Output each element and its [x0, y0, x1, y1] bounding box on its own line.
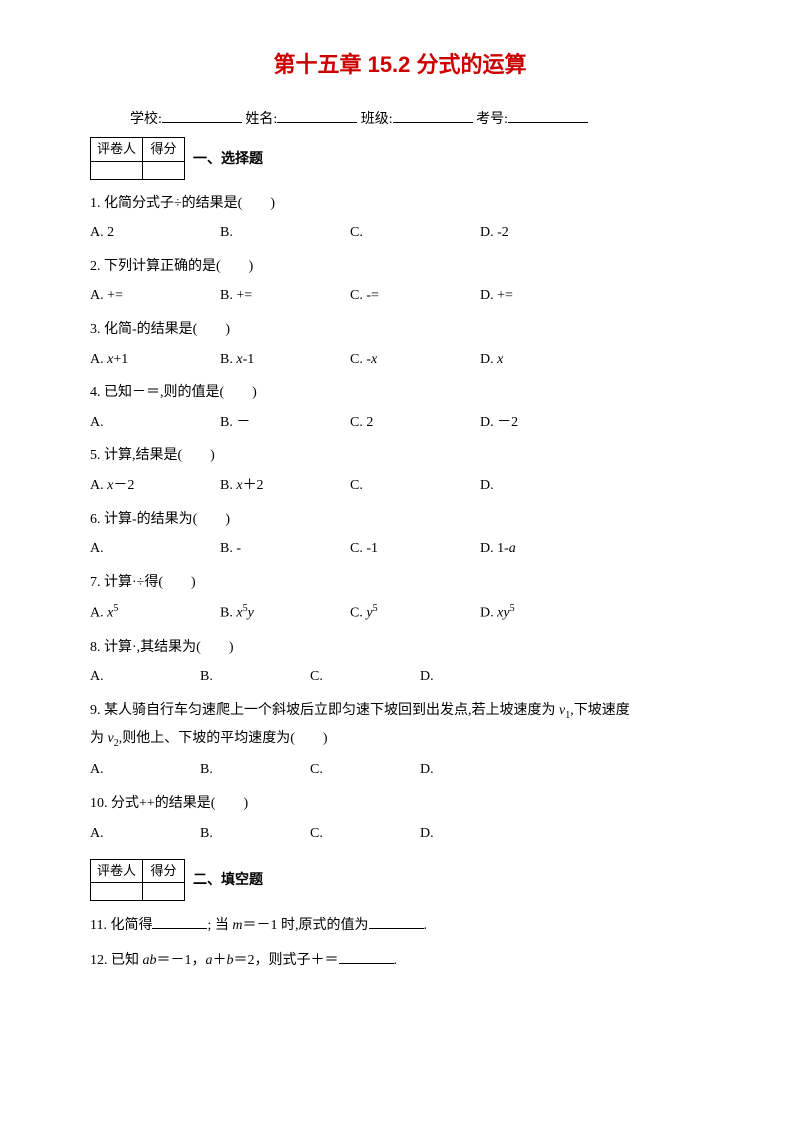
q2-opt-d: D. += [480, 286, 610, 306]
name-blank[interactable] [277, 109, 357, 123]
section-1-title: 一、选择题 [193, 149, 263, 169]
q6-opt-c: C. -1 [350, 539, 480, 559]
q1-opt-a: A. 2 [90, 223, 220, 243]
q10-options: A. B. C. D. [90, 824, 710, 844]
q3-opt-c: C. -xC. -x [350, 350, 480, 370]
grader-label: 评卷人 [91, 138, 143, 161]
score-cell[interactable] [143, 161, 185, 179]
grader-label-2: 评卷人 [91, 860, 143, 883]
q10-opt-d: D. [420, 824, 530, 844]
q7-opt-b: B. x⁵yB. x5y [220, 602, 350, 623]
grader-row-1: 评卷人得分 一、选择题 [90, 137, 710, 179]
q3-opt-a: A. x+1A. x+1 [90, 350, 220, 370]
page-title: 第十五章 15.2 分式的运算 [90, 50, 710, 81]
id-label: 考号: [476, 112, 508, 127]
q3-opt-d: D. xD. x [480, 350, 610, 370]
question-6: 6. 计算-的结果为( ) [90, 510, 710, 530]
class-blank[interactable] [393, 109, 473, 123]
q3-options: A. x+1A. x+1 B. x-1B. x-1 C. -xC. -x D. … [90, 350, 710, 370]
school-blank[interactable] [162, 109, 242, 123]
question-5: 5. 计算,结果是( ) [90, 446, 710, 466]
q5-opt-b: B. x＋2B. x＋2 [220, 476, 350, 496]
q2-opt-c: C. -= [350, 286, 480, 306]
q8-opt-b: B. [200, 667, 310, 687]
q4-options: A. B. － C. 2 D. －2 [90, 413, 710, 433]
q8-opt-c: C. [310, 667, 420, 687]
q4-opt-b: B. － [220, 413, 350, 433]
section-2-title: 二、填空题 [193, 870, 263, 890]
q4-opt-c: C. 2 [350, 413, 480, 433]
q7-opt-d: D. xy⁵D. xy5 [480, 602, 610, 623]
q6-opt-d: D. 1-aD. 1-a [480, 539, 610, 559]
q9-opt-b: B. [200, 760, 310, 780]
grader-row-2: 评卷人得分 二、填空题 [90, 859, 710, 901]
q11-blank-2[interactable] [369, 915, 424, 929]
q9-opt-a: A. [90, 760, 200, 780]
q10-opt-c: C. [310, 824, 420, 844]
q12-p2: . [394, 953, 398, 968]
q9-options: A. B. C. D. [90, 760, 710, 780]
q3-opt-b: B. x-1B. x-1 [220, 350, 350, 370]
q5-options: A. x－2A. x－2 B. x＋2B. x＋2 C. D. [90, 476, 710, 496]
q6-options: A. B. - C. -1 D. 1-aD. 1-a [90, 539, 710, 559]
q1-opt-b: B. [220, 223, 350, 243]
q11-blank-1[interactable] [152, 915, 207, 929]
q7-opt-a: A. x⁵A. x5 [90, 602, 220, 623]
class-label: 班级: [361, 112, 393, 127]
q11-p3: . [424, 918, 428, 933]
question-11: 11. 化简得; 当 m＝－1 时,原式的值为; 当 m＝－1 时,原式的值为. [90, 915, 710, 936]
q5-opt-a: A. x－2A. x－2 [90, 476, 220, 496]
question-8: 8. 计算·,其结果为( ) [90, 638, 710, 658]
q1-opt-c: C. [350, 223, 480, 243]
q8-opt-a: A. [90, 667, 200, 687]
q2-opt-b: B. += [220, 286, 350, 306]
q4-opt-a: A. [90, 413, 220, 433]
score-label-2: 得分 [143, 860, 185, 883]
q6-opt-a: A. [90, 539, 220, 559]
question-2: 2. 下列计算正确的是( ) [90, 257, 710, 277]
q12-blank[interactable] [339, 950, 394, 964]
q10-opt-b: B. [200, 824, 310, 844]
q7-options: A. x⁵A. x5 B. x⁵yB. x5y C. y⁵C. y5 D. xy… [90, 602, 710, 623]
q9-opt-d: D. [420, 760, 530, 780]
q1-options: A. 2 B. C. D. -2 [90, 223, 710, 243]
q5-opt-d: D. [480, 476, 610, 496]
q8-opt-d: D. [420, 667, 530, 687]
question-4: 4. 已知－＝,则的值是( ) [90, 383, 710, 403]
q10-opt-a: A. [90, 824, 200, 844]
score-cell-2[interactable] [143, 883, 185, 901]
question-3: 3. 化简-的结果是( ) [90, 320, 710, 340]
grader-cell[interactable] [91, 161, 143, 179]
name-label: 姓名: [245, 112, 277, 127]
q11-p1: 11. 化简得 [90, 918, 152, 933]
school-label: 学校: [130, 112, 162, 127]
question-9-line2: 为 v₂,则他上、下坡的平均速度为( )为 v2,则他上、下坡的平均速度为( ) [90, 729, 710, 751]
question-7: 7. 计算·÷得( ) [90, 573, 710, 593]
grader-cell-2[interactable] [91, 883, 143, 901]
q7-opt-c: C. y⁵C. y5 [350, 602, 480, 623]
q1-opt-d: D. -2 [480, 223, 610, 243]
grader-table-2: 评卷人得分 [90, 859, 185, 901]
q8-options: A. B. C. D. [90, 667, 710, 687]
question-1: 1. 化简分式子÷的结果是( ) [90, 194, 710, 214]
q2-opt-a: A. += [90, 286, 220, 306]
question-10: 10. 分式++的结果是( ) [90, 794, 710, 814]
grader-table-1: 评卷人得分 [90, 137, 185, 179]
q5-opt-c: C. [350, 476, 480, 496]
question-12: 12. 已知 ab＝－1，a＋b＝2，则式子＋＝12. 已知 ab＝－1，a＋b… [90, 950, 710, 971]
q9-opt-c: C. [310, 760, 420, 780]
q6-opt-b: B. - [220, 539, 350, 559]
id-blank[interactable] [508, 109, 588, 123]
score-label: 得分 [143, 138, 185, 161]
student-info-line: 学校: 姓名: 班级: 考号: [130, 109, 710, 130]
q2-options: A. += B. += C. -= D. += [90, 286, 710, 306]
q4-opt-d: D. －2 [480, 413, 610, 433]
question-9-line1: 9. 某人骑自行车匀速爬上一个斜坡后立即匀速下坡回到出发点,若上坡速度为 v₁,… [90, 701, 710, 723]
